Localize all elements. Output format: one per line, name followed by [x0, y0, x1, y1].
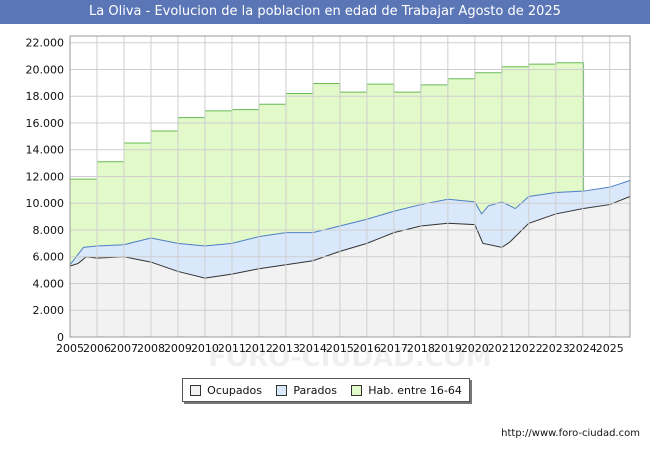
y-tick-label: 18.000 [26, 90, 65, 103]
x-tick-label: 2011 [218, 342, 246, 355]
chart-svg: FORO-CIUDAD.COM 0 2.000 4.000 6.000 8.000 10.0… [26, 35, 631, 373]
x-tick-label: 2018 [407, 342, 435, 355]
y-tick-label: 10.000 [26, 197, 65, 210]
legend-item-habitantes: Hab. entre 16-64 [351, 384, 462, 397]
x-tick-label: 2024 [569, 342, 597, 355]
watermark: FORO-CIUDAD.COM [208, 343, 491, 373]
x-tick-label: 2020 [461, 342, 489, 355]
legend-swatch-ocupados [190, 384, 202, 396]
legend-label-parados: Parados [293, 383, 337, 397]
legend: Ocupados Parados Hab. entre 16-64 [182, 378, 470, 402]
y-tick-label: 16.000 [26, 117, 65, 130]
legend-item-parados: Parados [276, 384, 337, 397]
x-tick-label: 2012 [245, 342, 273, 355]
legend-swatch-habitantes [351, 384, 363, 396]
x-tick-label: 2023 [542, 342, 570, 355]
legend-label-ocupados: Ocupados [207, 383, 263, 397]
y-tick-label: 0 [57, 331, 64, 344]
legend-swatch-parados [276, 384, 288, 396]
x-tick-label: 2014 [299, 342, 327, 355]
legend-label-habitantes: Hab. entre 16-64 [368, 383, 462, 397]
y-tick-label: 12.000 [26, 170, 65, 183]
x-tick-label: 2013 [272, 342, 300, 355]
x-tick-label: 2016 [353, 342, 381, 355]
x-tick-label: 2010 [191, 342, 219, 355]
x-tick-label: 2025 [596, 342, 624, 355]
y-tick-label: 4.000 [33, 277, 65, 290]
y-tick-label: 20.000 [26, 63, 65, 76]
x-tick-label: 2015 [326, 342, 354, 355]
y-tick-label: 8.000 [33, 224, 65, 237]
x-tick-label: 2017 [380, 342, 408, 355]
x-tick-label: 2005 [56, 342, 84, 355]
y-tick-label: 22.000 [26, 37, 65, 50]
plot-frame [69, 35, 631, 338]
x-tick-label: 2009 [164, 342, 192, 355]
x-tick-label: 2007 [110, 342, 138, 355]
chart-title: La Oliva - Evolucion de la poblacion en … [0, 0, 650, 24]
x-tick-label: 2021 [488, 342, 516, 355]
y-tick-label: 6.000 [33, 251, 65, 264]
x-tick-label: 2019 [434, 342, 462, 355]
y-tick-label: 2.000 [33, 304, 65, 317]
source-link[interactable]: http://www.foro-ciudad.com [501, 428, 640, 439]
x-tick-label: 2008 [137, 342, 165, 355]
x-tick-label: 2006 [83, 342, 111, 355]
y-tick-label: 14.000 [26, 144, 65, 157]
legend-item-ocupados: Ocupados [190, 384, 262, 397]
x-tick-label: 2022 [515, 342, 543, 355]
